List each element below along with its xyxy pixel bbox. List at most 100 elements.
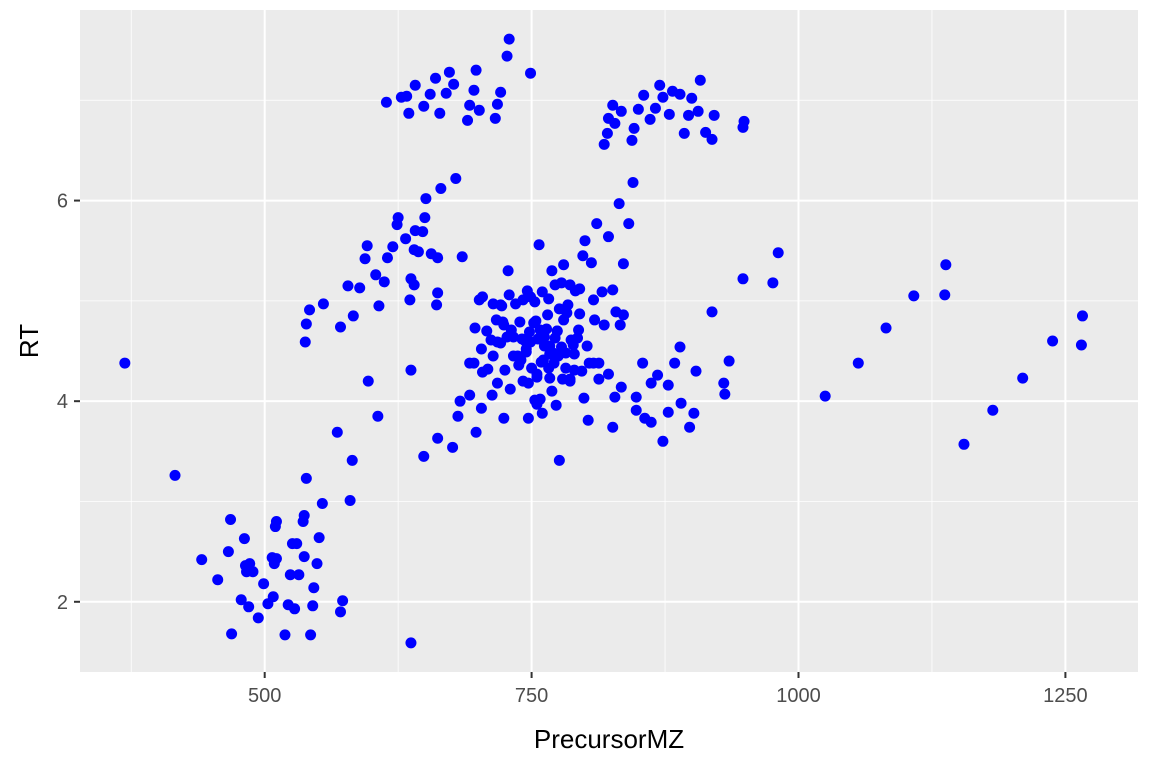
data-point [613, 198, 625, 210]
data-point [299, 336, 311, 348]
data-point [454, 395, 466, 407]
data-point [531, 371, 543, 383]
data-point [468, 84, 480, 96]
data-point [852, 357, 864, 369]
data-point [568, 348, 580, 360]
data-point [311, 558, 323, 570]
data-point [550, 399, 562, 411]
data-point [481, 325, 493, 337]
data-point [491, 98, 503, 110]
data-point [247, 566, 259, 578]
y-axis: 2 4 6 [57, 191, 80, 614]
data-point [238, 533, 250, 545]
data-point [675, 397, 687, 409]
data-point [708, 109, 720, 121]
data-point [334, 606, 346, 618]
data-point [499, 364, 511, 376]
x-tick-label: 1250 [1043, 685, 1088, 707]
data-point [645, 416, 657, 428]
data-point [486, 389, 498, 401]
data-point [686, 92, 698, 104]
data-point [678, 127, 690, 139]
data-point [654, 79, 666, 91]
data-point [222, 546, 234, 558]
data-point [504, 383, 516, 395]
data-point [706, 306, 718, 318]
data-point [434, 107, 446, 119]
data-point [517, 375, 529, 387]
data-point [579, 235, 591, 247]
data-point [1075, 339, 1087, 351]
data-point [470, 426, 482, 438]
data-point [615, 105, 627, 117]
data-point [607, 421, 619, 433]
data-point [529, 296, 541, 308]
data-point [400, 233, 412, 245]
data-point [475, 402, 487, 414]
data-point [718, 377, 730, 389]
data-point [700, 126, 712, 138]
data-point [645, 377, 657, 389]
data-point [602, 231, 614, 243]
data-point [1047, 335, 1059, 347]
data-point [347, 310, 359, 322]
x-axis: 500 750 1000 1250 [248, 672, 1088, 707]
data-point [498, 319, 510, 331]
data-point [1076, 310, 1088, 322]
data-point [334, 321, 346, 333]
data-point [908, 290, 920, 302]
data-point [630, 404, 642, 416]
data-point [412, 246, 424, 258]
data-point [644, 113, 656, 125]
data-point [528, 317, 540, 329]
data-point [626, 134, 638, 146]
data-point [574, 283, 586, 295]
data-point [443, 66, 455, 78]
data-point [432, 287, 444, 299]
data-point [602, 368, 614, 380]
y-tick-label: 6 [57, 191, 68, 213]
data-point [226, 628, 238, 640]
data-point [487, 350, 499, 362]
data-point [293, 569, 305, 581]
data-point [514, 316, 526, 328]
data-point [692, 105, 704, 117]
data-point [588, 357, 600, 369]
data-point [564, 375, 576, 387]
data-point [536, 407, 548, 419]
data-point [503, 33, 515, 45]
data-point [501, 331, 513, 343]
data-point [525, 336, 537, 348]
data-point [452, 410, 464, 422]
data-point [617, 258, 629, 270]
data-point [447, 441, 459, 453]
data-point [598, 138, 610, 150]
data-point [767, 277, 779, 289]
data-point [987, 404, 999, 416]
data-point [609, 117, 621, 129]
data-point [305, 629, 317, 641]
data-point [1017, 372, 1029, 384]
data-point [373, 300, 385, 312]
data-point [523, 326, 535, 338]
data-point [243, 601, 255, 613]
data-point [657, 91, 669, 103]
data-point [632, 103, 644, 115]
data-point [258, 578, 270, 590]
data-point [503, 289, 515, 301]
data-point [525, 67, 537, 79]
data-point [424, 88, 436, 100]
data-point [880, 322, 892, 334]
data-point [534, 393, 546, 405]
minor-gridlines [80, 10, 1138, 672]
data-point [552, 350, 564, 362]
data-point [607, 284, 619, 296]
data-point [542, 309, 554, 321]
data-point [578, 392, 590, 404]
data-point [536, 286, 548, 298]
data-point [628, 122, 640, 134]
data-point [450, 173, 462, 185]
data-point [585, 257, 597, 269]
data-point [706, 133, 718, 145]
data-point [662, 379, 674, 391]
